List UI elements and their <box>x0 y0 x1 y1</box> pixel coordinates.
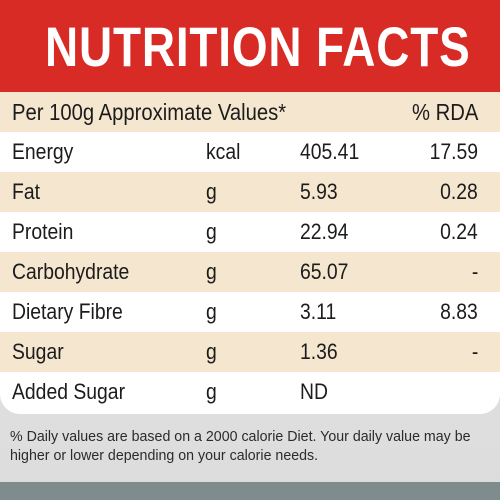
nutrient-rda: 17.59 <box>429 139 478 164</box>
header-banner: NUTRITION FACTS <box>0 0 500 92</box>
nutrient-unit: g <box>206 259 217 284</box>
footnote: % Daily values are based on a 2000 calor… <box>10 429 471 464</box>
nutrient-unit: g <box>206 219 217 244</box>
nutrient-rda: 0.28 <box>440 179 478 204</box>
nutrient-value: 65.07 <box>300 259 349 284</box>
table-row: Fat g 5.93 0.28 <box>0 172 500 212</box>
bottom-edge <box>0 482 500 500</box>
nutrient-name: Dietary Fibre <box>12 299 123 324</box>
nutrient-value: 405.41 <box>300 139 360 164</box>
nutrient-value: 1.36 <box>300 339 338 364</box>
table-row: Sugar g 1.36 - <box>0 332 500 372</box>
nutrient-rda: - <box>471 259 478 284</box>
nutrient-unit: kcal <box>206 139 241 164</box>
nutrient-unit: g <box>206 179 217 204</box>
table-header-row: Per 100g Approximate Values* % RDA <box>0 92 500 132</box>
nutrient-name: Energy <box>12 139 74 164</box>
nutrient-value: 5.93 <box>300 179 338 204</box>
nutrient-rda: 0.24 <box>440 219 478 244</box>
nutrient-name: Sugar <box>12 339 64 364</box>
nutrient-rda: 8.83 <box>440 299 478 324</box>
nutrient-name: Fat <box>12 179 40 204</box>
table-row: Dietary Fibre g 3.11 8.83 <box>0 292 500 332</box>
nutrient-unit: g <box>206 339 217 364</box>
nutrient-value: 22.94 <box>300 219 349 244</box>
header-title: NUTRITION FACTS <box>45 15 471 78</box>
table-row: Energy kcal 405.41 17.59 <box>0 132 500 172</box>
heading-rda: % RDA <box>411 99 478 125</box>
nutrient-name: Protein <box>12 219 74 244</box>
nutrient-unit: g <box>206 299 217 324</box>
nutrition-table: Per 100g Approximate Values* % RDA Energ… <box>0 92 500 414</box>
table-row: Added Sugar g ND <box>0 372 500 412</box>
nutrient-value: ND <box>300 379 328 404</box>
nutrient-name: Added Sugar <box>12 379 126 404</box>
nutrient-name: Carbohydrate <box>12 259 130 284</box>
nutrient-value: 3.11 <box>300 299 337 324</box>
nutrient-unit: g <box>206 379 217 404</box>
table-row: Carbohydrate g 65.07 - <box>0 252 500 292</box>
heading-label: Per 100g Approximate Values* <box>12 99 287 125</box>
table-row: Protein g 22.94 0.24 <box>0 212 500 252</box>
nutrient-rda: - <box>471 339 478 364</box>
